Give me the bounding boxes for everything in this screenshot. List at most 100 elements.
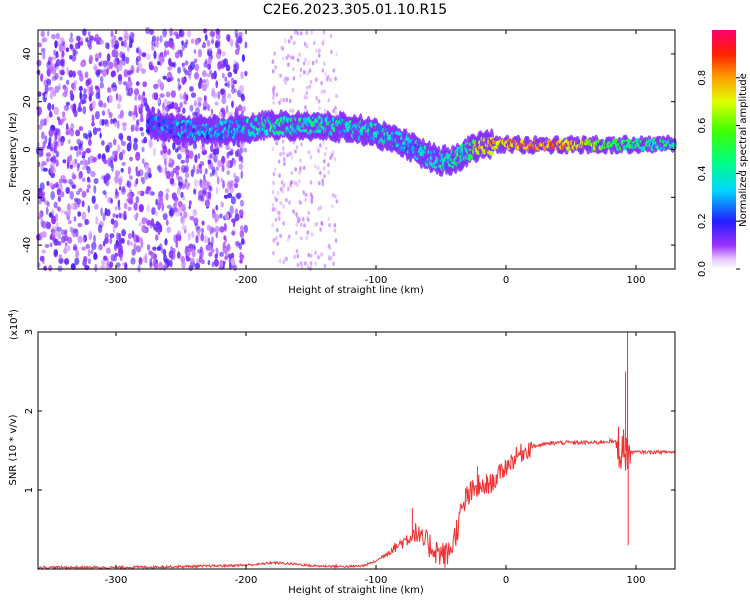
spectrogram-speckle xyxy=(334,238,338,243)
spectrogram-speckle xyxy=(272,100,275,106)
spectrogram-speckle xyxy=(72,174,77,180)
spectrogram-speckle xyxy=(233,63,238,69)
spectrogram-speckle xyxy=(41,249,46,254)
spectrogram-speckle xyxy=(88,95,91,101)
spectrogram-speckle xyxy=(94,111,100,120)
spectrogram-speckle xyxy=(42,167,48,172)
spectrogram-speckle xyxy=(327,216,331,222)
spectrogram-speckle xyxy=(129,40,133,49)
spectrogram-speckle xyxy=(216,176,220,185)
spectrogram-speckle xyxy=(290,35,293,40)
spectrogram-speckle xyxy=(51,34,56,40)
spectrogram-speckle xyxy=(116,65,120,73)
spectrogram-speckle xyxy=(60,69,65,76)
spectrogram-speckle xyxy=(50,62,54,69)
spectrogram-speckle xyxy=(243,224,248,234)
spectrogram-speckle xyxy=(159,35,163,43)
spectrogram-x-tick-label: -200 xyxy=(235,275,258,286)
spectrogram-speckle xyxy=(74,158,78,164)
spectrogram-speckle xyxy=(138,257,143,265)
spectrogram-speckle xyxy=(219,259,224,268)
spectrogram-speckle xyxy=(135,178,139,185)
spectrogram-speckle xyxy=(71,82,75,90)
spectrogram-speckle xyxy=(138,221,142,227)
spectrogram-speckle xyxy=(64,258,70,265)
spectrogram-speckle xyxy=(44,265,47,272)
spectrogram-speckle xyxy=(193,143,197,150)
spectrogram-speckle xyxy=(176,230,182,236)
spectrogram-speckle xyxy=(272,69,275,74)
spectrogram-speckle xyxy=(332,68,336,73)
spectrogram-speckle xyxy=(235,150,239,158)
spectrogram-speckle xyxy=(114,59,117,69)
spectrogram-speckle xyxy=(303,223,306,228)
spectrogram-speckle xyxy=(306,71,310,76)
spectrogram-speckle xyxy=(135,245,142,253)
spectrogram-speckle xyxy=(275,92,279,98)
spectrogram-speckle xyxy=(69,43,73,50)
spectrogram-speckle xyxy=(223,58,229,68)
spectrogram-speckle xyxy=(189,86,194,92)
spectrogram-speckle xyxy=(115,262,121,268)
spectrogram-speckle xyxy=(242,147,248,153)
spectrogram-speckle xyxy=(302,165,306,171)
spectrogram-speckle xyxy=(100,207,103,217)
spectrogram-speckle xyxy=(169,76,174,81)
spectrogram-speckle xyxy=(300,264,304,269)
spectrogram-speckle xyxy=(326,77,329,82)
spectrogram-speckle xyxy=(143,136,148,144)
spectrogram-speckle xyxy=(209,30,215,37)
spectrogram-speckle xyxy=(296,262,300,268)
spectrogram-speckle xyxy=(40,119,45,127)
spectrogram-speckle xyxy=(177,82,181,92)
spectrogram-speckle xyxy=(279,258,282,264)
spectrogram-speckle xyxy=(221,164,225,173)
spectrogram-speckle xyxy=(317,206,320,212)
colorbar-tick-label: 0.6 xyxy=(697,118,708,134)
spectrogram-speckle xyxy=(96,39,99,45)
spectrogram-speckle xyxy=(129,175,133,180)
spectrogram-speckle xyxy=(290,170,294,176)
snr-x-tick-label: 100 xyxy=(626,575,645,586)
spectrogram-speckle xyxy=(71,202,76,210)
spectrogram-speckle xyxy=(114,174,119,184)
spectrogram-speckle xyxy=(211,72,214,80)
spectrogram-speckle xyxy=(182,78,186,85)
spectrogram-speckle xyxy=(42,51,46,60)
spectrogram-speckle xyxy=(238,85,245,94)
spectrogram-speckle xyxy=(180,215,184,223)
spectrogram-speckle xyxy=(78,102,82,111)
spectrogram-speckle xyxy=(287,39,291,44)
spectrogram-speckle xyxy=(87,248,91,257)
spectrogram-speckle xyxy=(210,144,214,153)
spectrogram-speckle xyxy=(46,78,52,86)
spectrogram-speckle xyxy=(304,197,307,203)
spectrogram-speckle xyxy=(78,126,84,132)
spectrogram-speckle xyxy=(279,187,283,192)
spectrogram-speckle xyxy=(201,259,205,265)
spectrogram-speckle xyxy=(132,142,138,151)
spectrogram-speckle xyxy=(116,232,119,241)
colorbar-ticks: 0.0 0.2 0.4 0.6 0.8 xyxy=(697,70,740,277)
spectrogram-speckle xyxy=(107,142,113,149)
spectrogram-speckle xyxy=(156,246,161,251)
spectrogram-speckle xyxy=(189,215,195,221)
spectrogram-speckle xyxy=(295,222,299,228)
spectrogram-speckle xyxy=(152,246,157,251)
spectrogram-speckle xyxy=(102,68,107,78)
spectrogram-speckle xyxy=(332,261,335,266)
spectrogram-speckle xyxy=(42,140,46,149)
spectrogram-speckle xyxy=(206,40,211,47)
spectrogram-speckle xyxy=(63,229,68,236)
spectrogram-speckle xyxy=(141,217,147,225)
spectrogram-speckle xyxy=(202,83,207,92)
spectrogram-speckle xyxy=(87,129,92,139)
spectrogram-speckle xyxy=(322,30,326,35)
snr-x-tick-label: -100 xyxy=(365,575,388,586)
colorbar-tick-label: 0.2 xyxy=(697,213,708,229)
spectrogram-speckle xyxy=(80,61,85,68)
spectrogram-speckle xyxy=(55,59,61,67)
spectrogram-speckle xyxy=(177,200,183,208)
spectrogram-speckle xyxy=(90,170,96,178)
spectrogram-speckle xyxy=(211,236,214,245)
